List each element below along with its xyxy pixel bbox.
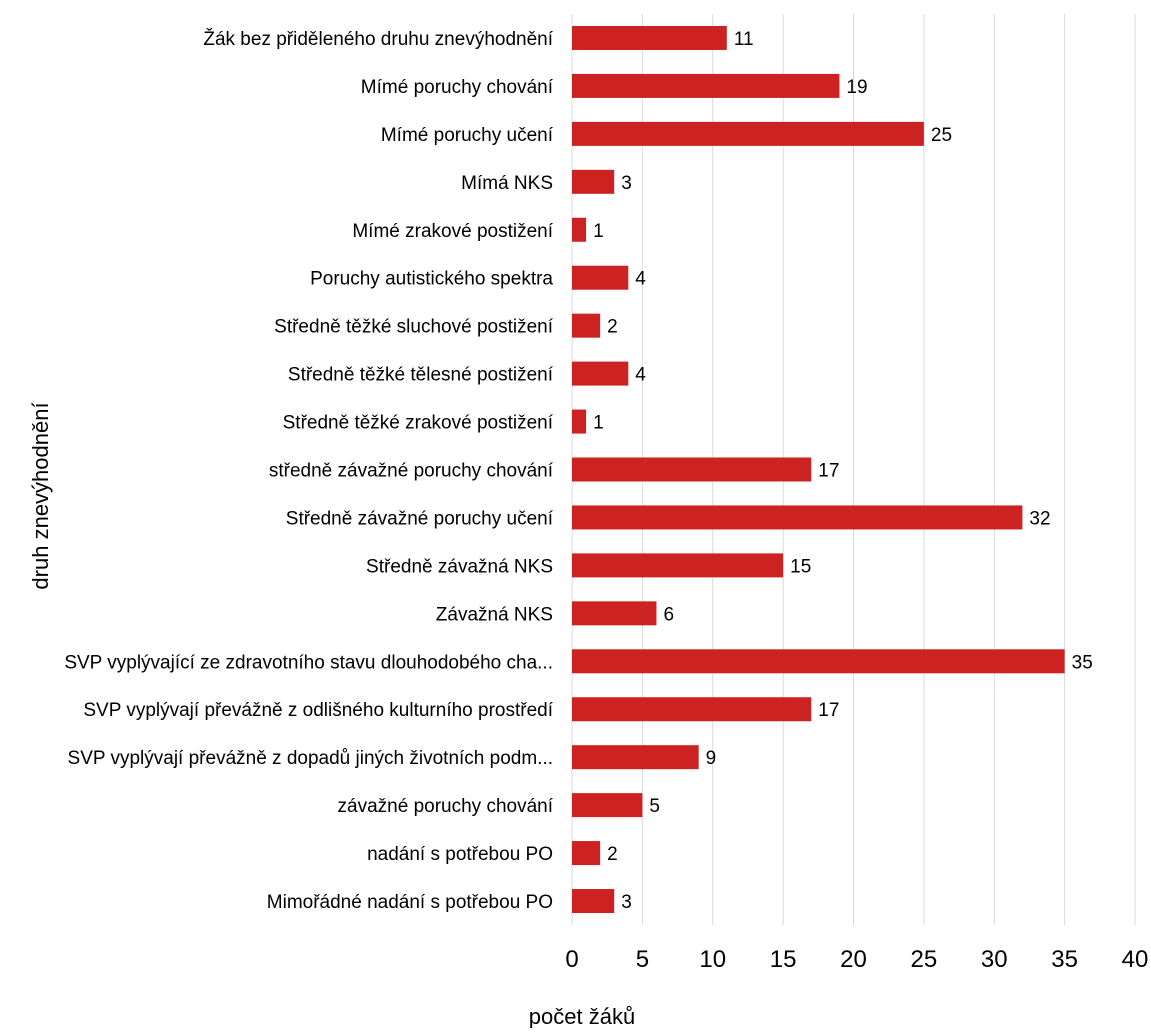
- data-label: 11: [734, 29, 754, 50]
- bar: [572, 121, 924, 146]
- data-label: 5: [649, 796, 660, 817]
- category-label: Mímé zrakové postižení: [352, 221, 553, 242]
- category-label: Středně těžké sluchové postižení: [274, 317, 554, 338]
- category-label: Žák bez přiděleného druhu znevýhodnění: [203, 28, 553, 50]
- x-tick-label: 0: [565, 946, 578, 973]
- bars: [572, 25, 1065, 914]
- data-label: 9: [706, 748, 717, 769]
- bar: [572, 217, 587, 242]
- data-label: 2: [607, 844, 618, 865]
- x-tick-label: 5: [636, 946, 649, 973]
- data-label: 1: [593, 413, 604, 434]
- gridlines: [571, 14, 1136, 925]
- category-label: závažné poruchy chování: [338, 796, 554, 817]
- category-label: Mímé poruchy učení: [381, 125, 554, 146]
- bar: [572, 889, 615, 914]
- bar: [572, 313, 601, 338]
- data-label: 35: [1072, 652, 1093, 673]
- data-label: 17: [818, 700, 839, 721]
- bar: [572, 745, 699, 770]
- x-tick-label: 25: [911, 946, 938, 973]
- data-label: 25: [931, 125, 952, 146]
- bar: [572, 601, 657, 626]
- x-tick-label: 20: [840, 946, 867, 973]
- category-label: SVP vyplývají převážně z odlišného kultu…: [83, 700, 553, 721]
- data-label: 4: [635, 365, 646, 386]
- y-axis-title: druh znevýhodnění: [28, 402, 53, 589]
- category-label: středně závažné poruchy chování: [269, 461, 554, 482]
- bar: [572, 841, 601, 866]
- bar: [572, 793, 643, 818]
- bar: [572, 73, 840, 98]
- bar: [572, 25, 727, 50]
- data-label: 6: [663, 604, 674, 625]
- data-label: 1: [593, 221, 604, 242]
- data-label: 3: [621, 892, 632, 913]
- x-tick-label: 35: [1051, 946, 1078, 973]
- category-label: Mímé poruchy chování: [361, 77, 554, 98]
- data-label: 15: [790, 556, 811, 577]
- category-label: Středně těžké zrakové postižení: [283, 413, 554, 434]
- category-label: Poruchy autistického spektra: [310, 269, 553, 290]
- bar: [572, 505, 1023, 530]
- data-label: 2: [607, 317, 618, 338]
- data-label: 32: [1029, 508, 1050, 529]
- x-tick-label: 30: [981, 946, 1008, 973]
- data-label: 3: [621, 173, 632, 194]
- category-label: SVP vyplývají převážně z dopadů jiných ž…: [68, 748, 553, 769]
- category-label: Mimořádné nadání s potřebou PO: [267, 892, 553, 913]
- bar: [572, 169, 615, 194]
- category-label: Středně závažné poruchy učení: [286, 508, 554, 529]
- category-labels: Žák bez přiděleného druhu znevýhodnění Mí…: [64, 28, 553, 913]
- bar: [572, 649, 1065, 674]
- bar: [572, 697, 812, 722]
- x-tick-label: 10: [699, 946, 726, 973]
- category-label: SVP vyplývající ze zdravotního stavu dlo…: [64, 652, 553, 673]
- data-label: 19: [846, 77, 867, 98]
- bar: [572, 361, 629, 386]
- x-tick-labels: 0 5 10 15 20 25 30 35 40: [565, 946, 1148, 973]
- category-label: Středně těžké tělesné postižení: [288, 365, 554, 386]
- category-label: Závažná NKS: [436, 604, 553, 625]
- data-label: 17: [818, 461, 839, 482]
- bar: [572, 265, 629, 290]
- x-axis-title: počet žáků: [529, 1004, 635, 1028]
- category-label: nadání s potřebou PO: [367, 844, 553, 865]
- category-label: Středně závažná NKS: [366, 556, 553, 577]
- data-label: 4: [635, 269, 646, 290]
- bar: [572, 457, 812, 482]
- x-tick-label: 15: [770, 946, 797, 973]
- bar: [572, 553, 784, 578]
- bar: [572, 409, 587, 434]
- category-label: Mímá NKS: [461, 173, 553, 194]
- x-tick-label: 40: [1122, 946, 1149, 973]
